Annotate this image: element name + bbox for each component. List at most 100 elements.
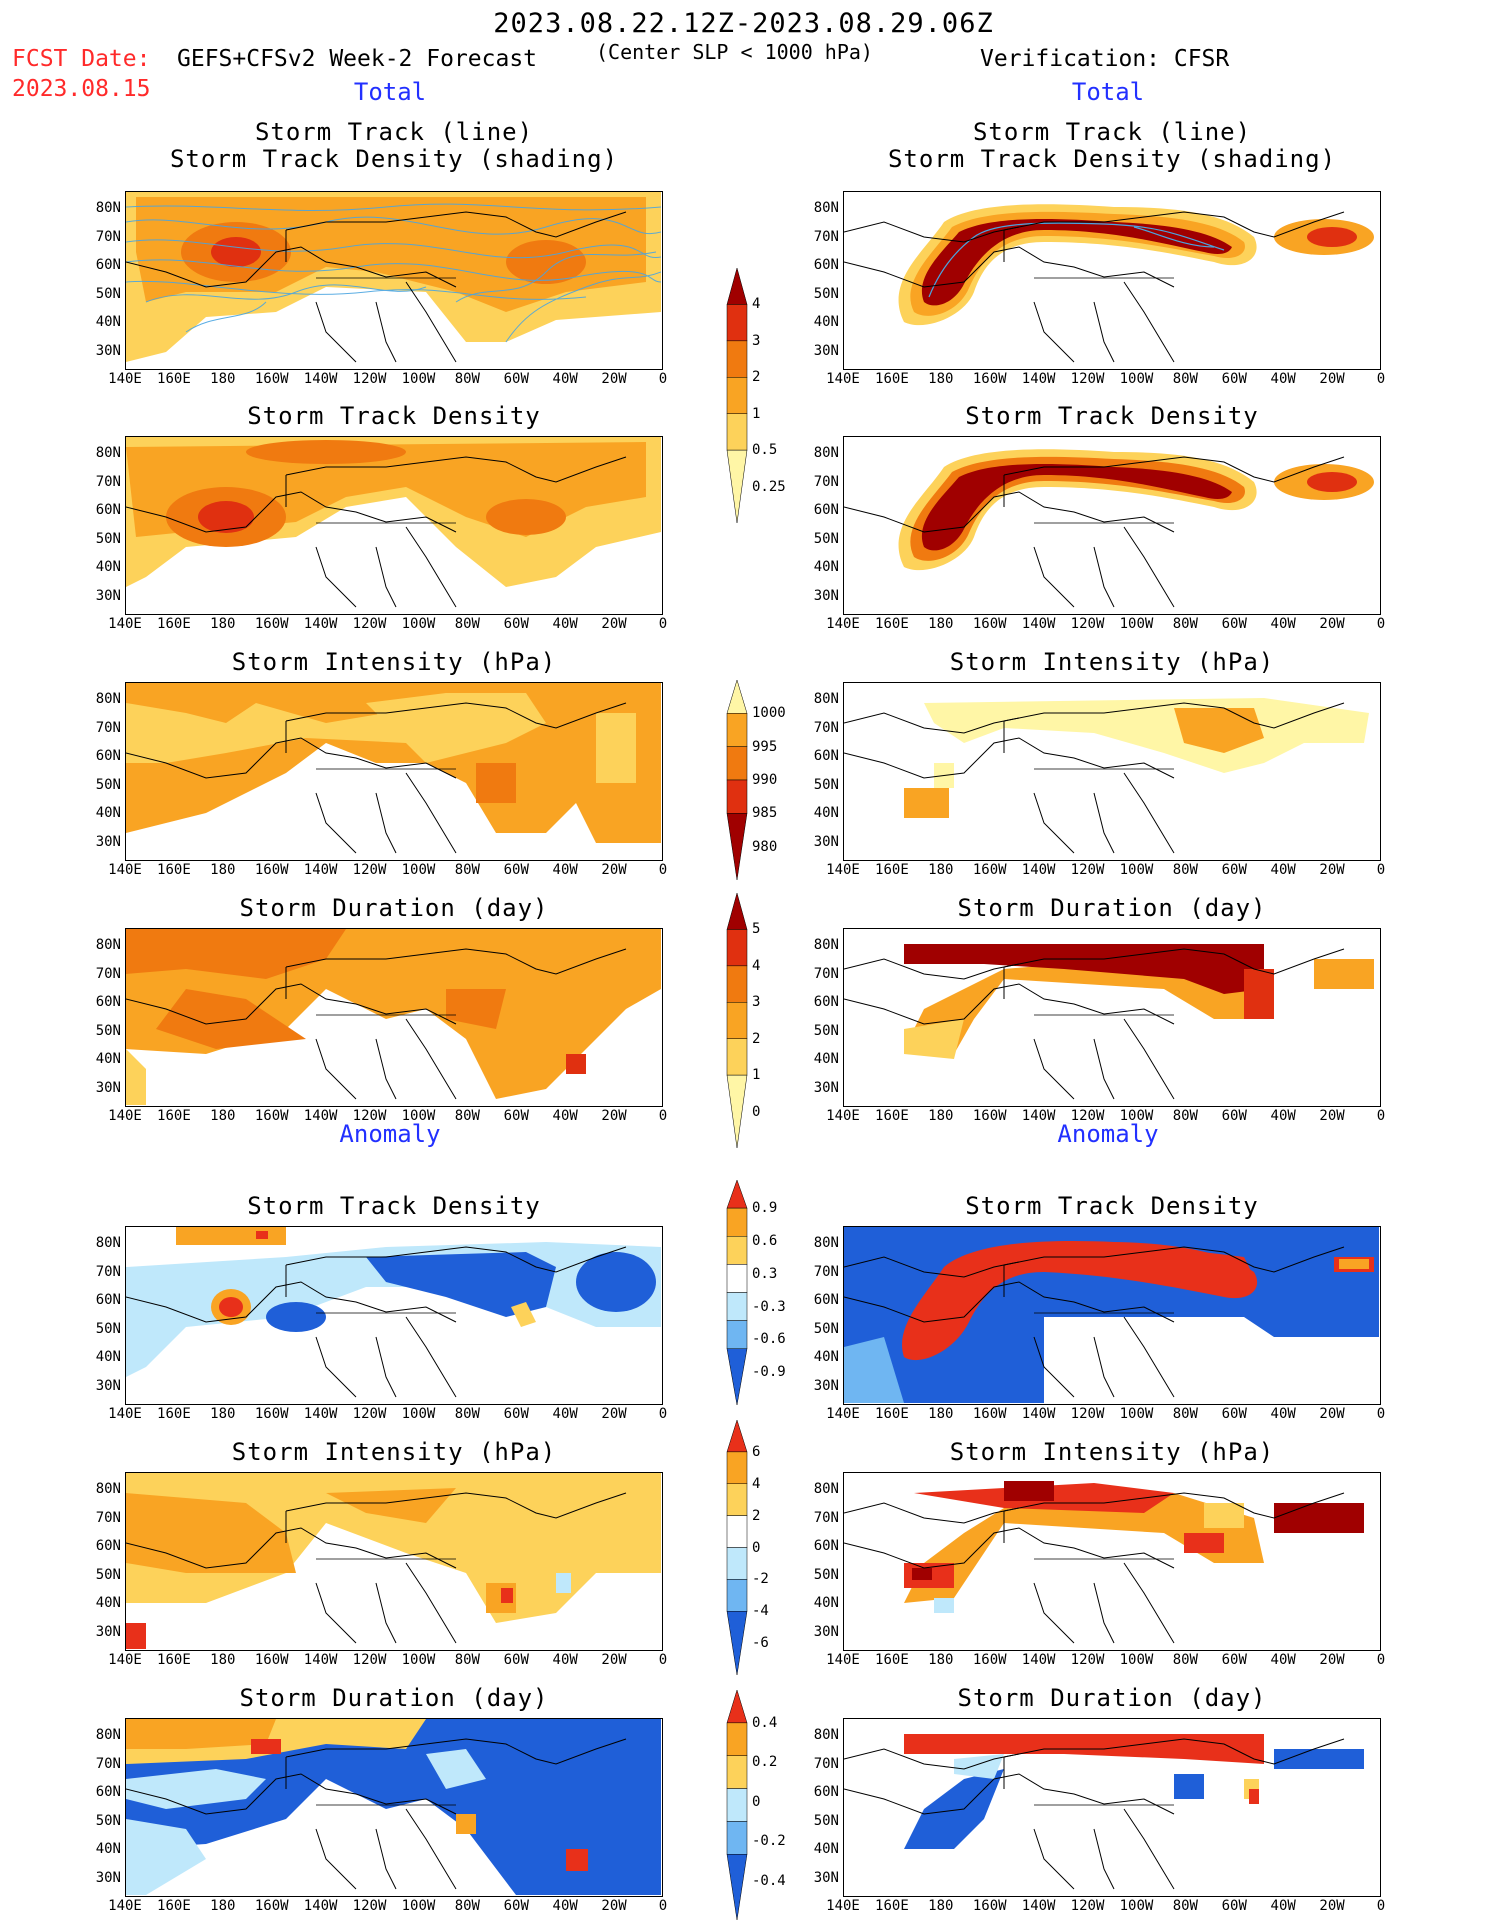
- lon-label: 20W: [1319, 1652, 1345, 1668]
- colorbar-label: 1: [752, 1067, 761, 1084]
- lon-label: 20W: [1319, 371, 1345, 387]
- map-shading: [844, 1473, 1379, 1649]
- section-total-left: Total: [353, 78, 427, 106]
- model-label: GEFS+CFSv2 Week-2 Forecast: [177, 46, 538, 72]
- lat-label: 60N: [95, 257, 121, 274]
- lon-label: 100W: [401, 1898, 436, 1914]
- lat-label: 70N: [813, 1755, 839, 1772]
- colorbar-segment: [726, 1515, 748, 1548]
- lon-label: 60W: [503, 1406, 529, 1422]
- panel-title-density-anom-right: Storm Track Density: [965, 1192, 1259, 1220]
- lon-label: 180: [210, 1406, 236, 1422]
- lon-label: 60W: [503, 1108, 529, 1124]
- lon-label: 40W: [552, 1108, 578, 1124]
- lat-label: 30N: [813, 1624, 839, 1641]
- lat-label: 50N: [813, 1812, 839, 1829]
- lon-label: 160W: [972, 616, 1007, 632]
- map-panel-duration-anom-verification: [843, 1718, 1381, 1897]
- lon-label: 140E: [108, 371, 142, 387]
- colorbar-label: 4: [752, 296, 761, 313]
- lon-label: 180: [210, 1898, 236, 1914]
- lat-label: 40N: [813, 559, 839, 576]
- lat-label: 80N: [813, 936, 839, 953]
- colorbar-label: 0.25: [752, 478, 786, 495]
- lon-label: 80W: [1172, 616, 1198, 632]
- lat-label: 40N: [813, 1595, 839, 1612]
- lon-label: 60W: [1221, 1898, 1247, 1914]
- colorbar-top-triangle: [726, 679, 748, 714]
- colorbar-label: 0: [752, 1539, 761, 1556]
- lon-label: 60W: [503, 1898, 529, 1914]
- lon-label: 160E: [157, 1406, 191, 1422]
- lat-label: 70N: [95, 228, 121, 245]
- lon-label: 80W: [1172, 1652, 1198, 1668]
- lon-label: 160W: [972, 371, 1007, 387]
- lon-label: 20W: [1319, 1898, 1345, 1914]
- map-panel-density-anom-forecast: [125, 1226, 663, 1405]
- section-anomaly-right: Anomaly: [1057, 1120, 1159, 1148]
- lon-label: 180: [210, 616, 236, 632]
- lat-label: 80N: [813, 444, 839, 461]
- lon-label: 160W: [254, 1108, 289, 1124]
- lon-label: 20W: [601, 1406, 627, 1422]
- lon-label: 0: [1376, 1652, 1386, 1668]
- colorbar-segment: [726, 1451, 748, 1484]
- lon-label: 140E: [108, 616, 142, 632]
- lon-label: 140E: [108, 1406, 142, 1422]
- lat-label: 50N: [95, 1812, 121, 1829]
- lon-label: 140W: [1021, 616, 1056, 632]
- map-panel-intensity-anom-verification: [843, 1472, 1381, 1651]
- colorbar-bottom-triangle: [726, 449, 748, 524]
- colorbar-segment: [726, 1483, 748, 1516]
- lon-label: 140E: [826, 1108, 860, 1124]
- lon-label: 40W: [1270, 616, 1296, 632]
- panel-title-intensity-anom-left: Storm Intensity (hPa): [231, 1438, 557, 1466]
- lat-label: 70N: [95, 965, 121, 982]
- fcst-date-value: 2023.08.15: [12, 76, 151, 102]
- lat-label: 40N: [95, 1051, 121, 1068]
- lon-label: 180: [928, 1406, 954, 1422]
- map-shading: [844, 437, 1379, 613]
- lon-label: 40W: [552, 371, 578, 387]
- lon-label: 20W: [1319, 616, 1345, 632]
- colorbar-segment: [726, 1788, 748, 1822]
- lat-label: 50N: [95, 1566, 121, 1583]
- lon-label: 40W: [552, 1898, 578, 1914]
- lat-label: 50N: [813, 1022, 839, 1039]
- lon-label: 160W: [254, 1406, 289, 1422]
- lon-label: 20W: [601, 862, 627, 878]
- lon-label: 140E: [108, 862, 142, 878]
- lon-label: 100W: [401, 371, 436, 387]
- lon-label: 160E: [875, 616, 909, 632]
- lon-label: 0: [658, 1108, 668, 1124]
- lon-label: 60W: [1221, 371, 1247, 387]
- map-panel-track-total-verification: [843, 191, 1381, 370]
- lon-label: 40W: [552, 862, 578, 878]
- lon-label: 140E: [108, 1652, 142, 1668]
- colorbar-label: 4: [752, 1475, 761, 1492]
- lat-label: 80N: [813, 690, 839, 707]
- lon-label: 160E: [157, 1108, 191, 1124]
- lon-label: 140E: [826, 616, 860, 632]
- lon-label: 120W: [1070, 1898, 1105, 1914]
- lat-label: 40N: [95, 1841, 121, 1858]
- lon-label: 80W: [454, 862, 480, 878]
- colorbar-segment: [726, 1579, 748, 1612]
- lon-label: 40W: [552, 1652, 578, 1668]
- lat-label: 70N: [95, 1263, 121, 1280]
- lon-label: 120W: [1070, 1652, 1105, 1668]
- colorbar-intensity_anom: [726, 1419, 748, 1676]
- colorbar-label: 0.3: [752, 1265, 778, 1282]
- map-panel-intensity-total-forecast: [125, 682, 663, 861]
- section-total-right: Total: [1071, 78, 1145, 106]
- lat-label: 70N: [813, 228, 839, 245]
- colorbar-label: 0: [752, 1793, 761, 1810]
- lon-label: 140E: [826, 862, 860, 878]
- lat-label: 70N: [813, 1263, 839, 1280]
- lat-label: 50N: [95, 776, 121, 793]
- lon-label: 160W: [972, 862, 1007, 878]
- colorbar-density_total: [726, 267, 748, 524]
- lon-label: 180: [210, 371, 236, 387]
- panel-title-density-anom-left: Storm Track Density: [247, 1192, 541, 1220]
- lon-label: 160E: [157, 862, 191, 878]
